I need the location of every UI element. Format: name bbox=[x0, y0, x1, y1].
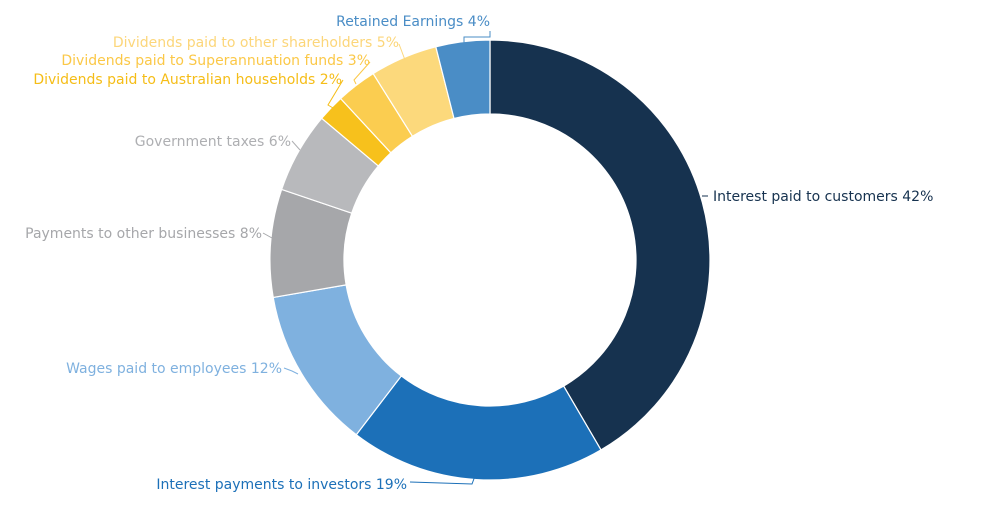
slice-label: Interest paid to customers 42% bbox=[713, 189, 933, 205]
leader-line bbox=[291, 140, 301, 151]
leader-line bbox=[283, 367, 299, 375]
leader-line bbox=[262, 232, 273, 239]
donut-slice bbox=[355, 375, 602, 481]
leader-line bbox=[463, 31, 491, 43]
slice-label: Dividends paid to other shareholders 5% bbox=[113, 35, 399, 51]
donut-slice bbox=[489, 39, 711, 451]
leader-line bbox=[353, 61, 371, 85]
slice-label: Retained Earnings 4% bbox=[336, 14, 490, 30]
slice-label: Payments to other businesses 8% bbox=[25, 226, 262, 242]
leader-line bbox=[398, 43, 406, 61]
slice-label: Dividends paid to Superannuation funds 3… bbox=[61, 53, 370, 69]
leader-line bbox=[327, 79, 344, 109]
donut-slice bbox=[435, 39, 491, 120]
slice-label: Dividends paid to Australian households … bbox=[33, 72, 342, 88]
slice-label: Government taxes 6% bbox=[135, 134, 291, 150]
leader-line bbox=[409, 475, 476, 485]
slice-label: Interest payments to investors 19% bbox=[156, 477, 407, 493]
slice-label: Wages paid to employees 12% bbox=[66, 361, 282, 377]
